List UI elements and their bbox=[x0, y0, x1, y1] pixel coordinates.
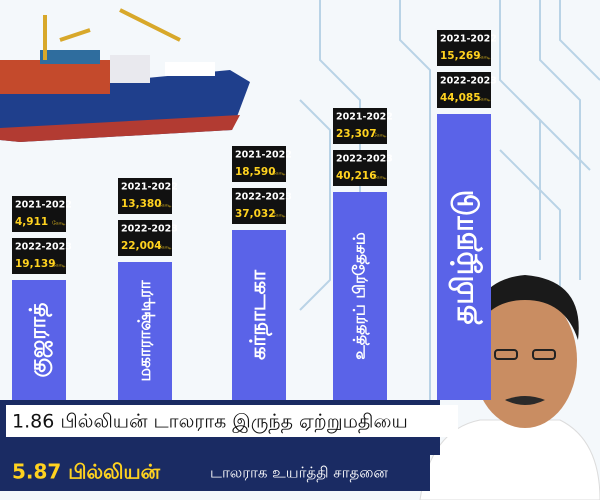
value-label: 18,590 bbox=[235, 166, 276, 178]
unit-label: கோடி bbox=[158, 203, 171, 209]
value-box bbox=[333, 150, 387, 186]
value-box bbox=[437, 30, 491, 66]
state-bar bbox=[118, 262, 172, 400]
value-label: 22,004 bbox=[121, 240, 162, 252]
year-label: 2022-2023 bbox=[235, 192, 292, 203]
state-name: குஜராத் bbox=[26, 303, 53, 378]
year-label: 2021-2022 bbox=[121, 182, 178, 193]
value-label: 40,216 bbox=[336, 170, 377, 182]
year-label: 2022-2023 bbox=[440, 76, 497, 87]
unit-label: கோடி bbox=[373, 175, 386, 181]
value-label: 19,139 bbox=[15, 258, 56, 270]
state-name: கர்நாடகா bbox=[246, 269, 273, 360]
value-label: 15,269 bbox=[440, 50, 481, 62]
value-label: 23,307 bbox=[336, 128, 377, 140]
unit-label: கோடி bbox=[373, 133, 386, 139]
footer-band-bottom bbox=[0, 455, 430, 491]
value-box bbox=[12, 196, 66, 232]
year-label: 2022-2023 bbox=[121, 224, 178, 235]
unit-label: கோடி bbox=[477, 55, 490, 61]
value-label: 4,911 bbox=[15, 216, 48, 228]
state-name: தமிழ்நாடு bbox=[446, 190, 484, 325]
state-bar bbox=[437, 114, 491, 400]
unit-label: கோடி bbox=[272, 171, 285, 177]
year-label: 2022-2023 bbox=[336, 154, 393, 165]
year-label: 2021-2022 bbox=[440, 34, 497, 45]
value-box bbox=[437, 72, 491, 108]
year-label: 2021-2022 bbox=[235, 150, 292, 161]
footer-line2: டாலராக உயர்த்தி சாதனை bbox=[210, 464, 388, 482]
year-label: 2021-2022 bbox=[15, 200, 72, 211]
value-box bbox=[118, 178, 172, 214]
state-name: உத்தரப் பிரதேசம் bbox=[350, 232, 370, 360]
unit-label: கோடி bbox=[477, 97, 490, 103]
footer-highlight: 5.87 பில்லியன் bbox=[12, 460, 161, 484]
value-box bbox=[333, 108, 387, 144]
value-box bbox=[232, 146, 286, 182]
value-label: 13,380 bbox=[121, 198, 162, 210]
value-label: 44,085 bbox=[440, 92, 481, 104]
state-bar bbox=[232, 230, 286, 400]
state-name: மகாராஷ்டிரா bbox=[135, 279, 155, 381]
circuit-lines bbox=[299, 0, 600, 400]
value-box bbox=[232, 188, 286, 224]
state-bar bbox=[333, 192, 387, 400]
year-label: 2021-2022 bbox=[336, 112, 393, 123]
footer-box bbox=[6, 405, 458, 437]
value-label: 37,032 bbox=[235, 208, 276, 220]
value-box bbox=[12, 238, 66, 274]
unit-label: கோடி bbox=[52, 221, 65, 227]
ship bbox=[0, 8, 250, 142]
unit-label: கோடி bbox=[52, 263, 65, 269]
value-box bbox=[118, 220, 172, 256]
footer-line1: 1.86 பில்லியன் டாலராக இருந்த ஏற்றுமதியை bbox=[12, 411, 408, 434]
unit-label: கோடி bbox=[272, 213, 285, 219]
year-label: 2022-2023 bbox=[15, 242, 72, 253]
state-bar bbox=[12, 280, 66, 400]
portrait bbox=[419, 275, 600, 500]
unit-label: கோடி bbox=[158, 245, 171, 251]
